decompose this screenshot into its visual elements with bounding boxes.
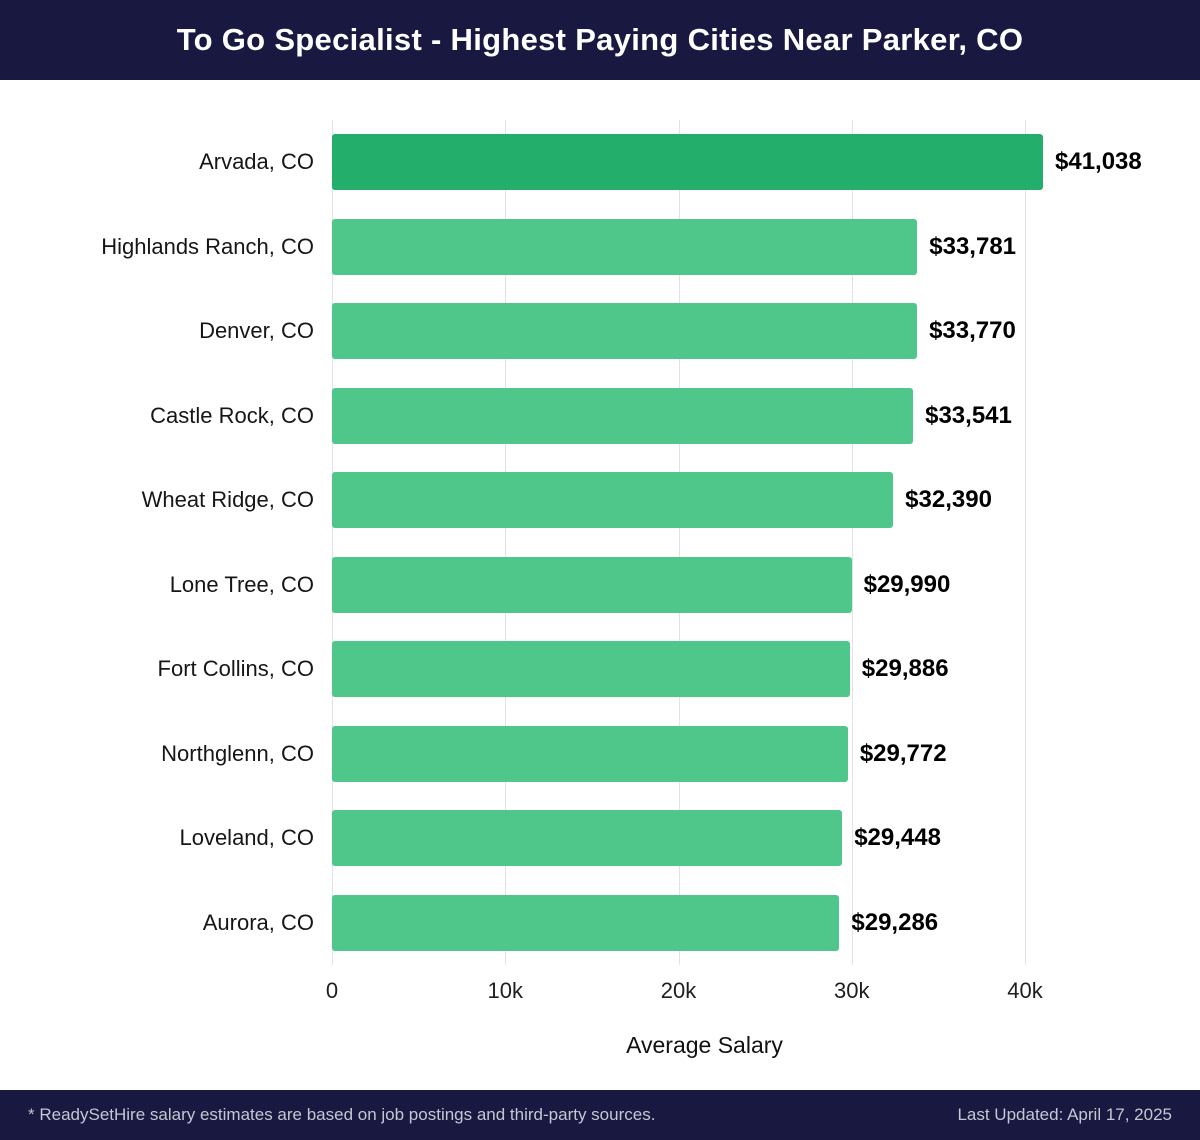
x-tick-label: 0 xyxy=(325,978,339,1003)
gridline xyxy=(505,120,507,965)
gridline xyxy=(678,120,680,965)
gridlines xyxy=(332,120,1077,965)
value-label: $33,770 xyxy=(929,317,1016,345)
x-tick-label: 30k xyxy=(834,978,870,1003)
footer-bar: * ReadySetHire salary estimates are base… xyxy=(0,1090,1200,1140)
category-label: Denver, CO xyxy=(199,318,314,344)
disclaimer-text: * ReadySetHire salary estimates are base… xyxy=(28,1105,656,1124)
category-label: Fort Collins, CO xyxy=(157,656,314,682)
bar-chart: Arvada, CO $41,038 Highlands Ranch, CO $33,… xyxy=(0,80,1200,1090)
category-label: Castle Rock, CO xyxy=(150,402,314,428)
value-label: $33,541 xyxy=(925,401,1012,429)
chart-title: To Go Specialist - Highest Paying Cities… xyxy=(176,22,1024,57)
last-updated-text: Last Updated: April 17, 2025 xyxy=(957,1105,1172,1124)
bar xyxy=(332,134,1043,191)
bar-row: Wheat Ridge, CO $32,390 xyxy=(142,458,1077,543)
category-label: Northglenn, CO xyxy=(161,740,314,766)
bar xyxy=(332,725,848,782)
gridline xyxy=(1025,120,1027,965)
bar-row: Castle Rock, CO $33,541 xyxy=(150,374,1077,459)
x-axis-label: Average Salary xyxy=(626,1032,783,1058)
x-axis: 0 10k 20k 30k 40k xyxy=(326,978,1077,1010)
bar xyxy=(332,894,840,951)
value-label: $33,781 xyxy=(929,232,1017,260)
value-label: $32,390 xyxy=(905,486,992,514)
bar-row: Loveland, CO $29,448 xyxy=(179,796,1077,881)
bar xyxy=(332,641,850,698)
category-label: Arvada, CO xyxy=(199,149,314,175)
bar-row: Arvada, CO $41,038 xyxy=(199,120,1142,205)
category-label: Aurora, CO xyxy=(202,909,314,935)
value-label: $29,448 xyxy=(854,824,941,852)
x-tick-label: 20k xyxy=(660,978,697,1003)
x-tick-label: 40k xyxy=(1007,978,1043,1003)
bar xyxy=(332,303,918,360)
bar-row: Aurora, CO $29,286 xyxy=(203,881,1077,966)
category-label: Highlands Ranch, CO xyxy=(101,233,314,259)
category-label: Lone Tree, CO xyxy=(169,571,314,597)
value-label: $29,886 xyxy=(861,655,949,683)
bar xyxy=(332,218,918,275)
value-label: $41,038 xyxy=(1055,148,1142,176)
bar-rows: Arvada, CO $41,038 Highlands Ranch, CO $33,… xyxy=(101,120,1142,966)
bar xyxy=(332,556,852,613)
bar xyxy=(332,387,914,444)
plot-area: Arvada, CO $41,038 Highlands Ranch, CO $33,… xyxy=(101,120,1142,966)
bar xyxy=(332,810,843,867)
bar-row: Fort Collins, CO $29,886 xyxy=(158,627,1077,712)
bar xyxy=(332,472,894,529)
gridline xyxy=(851,120,853,965)
category-label: Loveland, CO xyxy=(179,825,314,851)
value-label: $29,286 xyxy=(851,908,939,936)
value-label: $29,772 xyxy=(859,739,947,767)
x-tick-label: 10k xyxy=(487,978,523,1003)
chart-title-bar: To Go Specialist - Highest Paying Cities… xyxy=(0,0,1200,80)
gridline xyxy=(332,120,333,965)
bar-row: Northglenn, CO $29,772 xyxy=(161,712,1077,797)
bar-row: Denver, CO $33,770 xyxy=(199,289,1077,374)
bar-row: Highlands Ranch, CO $33,781 xyxy=(101,205,1077,290)
value-label: $29,990 xyxy=(863,570,951,598)
bar-row: Lone Tree, CO $29,990 xyxy=(170,543,1077,628)
category-label: Wheat Ridge, CO xyxy=(141,487,314,513)
